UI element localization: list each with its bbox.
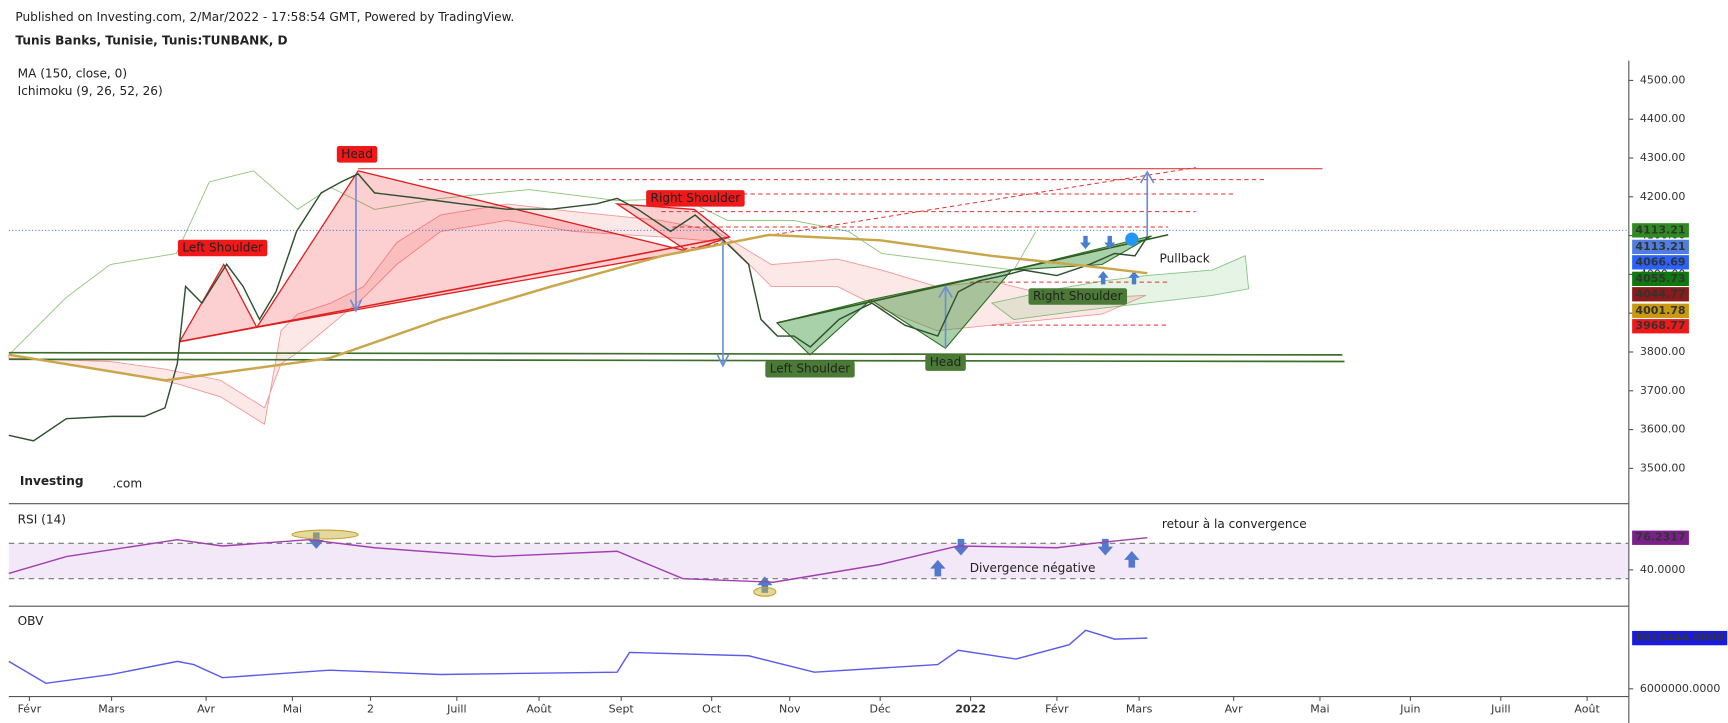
- x-tick-label: Avr: [1225, 703, 1243, 716]
- x-tick-label: Mars: [1126, 703, 1153, 716]
- ichimoku-cloud: [8, 203, 1147, 426]
- inv-neckline: [776, 234, 1169, 324]
- x-tick-label: Févr: [18, 703, 42, 716]
- published: Published on Investing.com, 2/Mar/2022 -…: [15, 10, 514, 24]
- price-tag: [1632, 255, 1689, 270]
- p-marker: [1125, 232, 1139, 246]
- neckline: [179, 236, 730, 343]
- x-tick-label: 2022: [955, 703, 986, 716]
- x-tick-label: Avr: [197, 703, 215, 716]
- price-tag: [1632, 239, 1689, 255]
- pane-title: RSI (14): [18, 513, 66, 527]
- price-tag-label: 76.2317: [1635, 531, 1685, 544]
- price-tag-label: 4001.78: [1635, 304, 1685, 317]
- price-tag: [1632, 630, 1728, 646]
- annotation-box: [925, 354, 966, 371]
- x-tick-label: Nov: [779, 703, 801, 716]
- annotation: Divergence négative: [970, 561, 1096, 575]
- x-tick-label: Oct: [702, 703, 722, 716]
- logo: Investing: [20, 474, 84, 488]
- annotation-box: [765, 360, 855, 378]
- y-tick-label: 4400.00: [1640, 112, 1686, 125]
- x-tick-label: Août: [1574, 703, 1600, 716]
- price-tag: [1632, 287, 1689, 302]
- annotation: Head: [341, 147, 373, 161]
- series-line: [8, 537, 1148, 583]
- y-tick-label: 4200.00: [1640, 190, 1686, 203]
- price-tag-label: 8010444.0000: [1635, 631, 1724, 644]
- series-line: [8, 173, 1148, 442]
- price-tag-label: 4113.21: [1635, 240, 1685, 253]
- annotation: Head: [930, 355, 962, 369]
- annotation: Right Shoulder: [651, 191, 741, 205]
- x-tick-label: Déc: [870, 703, 891, 716]
- y-tick-label: 4300.00: [1640, 151, 1686, 164]
- annotation: Left Shoulder: [770, 362, 851, 376]
- y-tick-label: 6000000.0000: [1640, 682, 1721, 695]
- logo-suffix: .com: [112, 476, 142, 490]
- x-tick-label: 2: [367, 703, 374, 716]
- price-tag-label: 3968.77: [1635, 319, 1685, 332]
- x-tick-label: Août: [526, 703, 552, 716]
- annotation: Pullback: [1160, 252, 1210, 266]
- y-tick-label: 40.0000: [1640, 563, 1686, 576]
- y-tick-label: 3800.00: [1640, 345, 1686, 358]
- price-tag-label: 4113.21: [1635, 223, 1685, 236]
- x-tick-label: Mars: [98, 703, 125, 716]
- rsi-band: [8, 543, 1629, 579]
- series-line: [8, 629, 1148, 685]
- x-tick-label: Févr: [1045, 703, 1069, 716]
- annotation-box: [177, 239, 268, 257]
- price-tag-label: 4055.73: [1635, 272, 1685, 285]
- annotation: retour à la convergence: [1162, 517, 1307, 531]
- annotation-box: [1028, 288, 1128, 305]
- x-tick-label: Juin: [1399, 703, 1420, 716]
- pane-title: OBV: [18, 614, 44, 628]
- price-tag: [1632, 223, 1689, 238]
- symbol: Tunis Banks, Tunisie, Tunis:TUNBANK, D: [15, 33, 287, 47]
- price-tag-label: 4044.77: [1635, 287, 1685, 300]
- y-tick-label: 3700.00: [1640, 384, 1686, 397]
- legend-entry: Ichimoku (9, 26, 52, 26): [18, 84, 163, 98]
- support-line-2: [8, 358, 1345, 363]
- annotation: Left Shoulder: [182, 240, 263, 254]
- x-tick-label: Juill: [1490, 703, 1510, 716]
- legend-entry: MA (150, close, 0): [18, 66, 127, 80]
- price-tag: [1632, 303, 1689, 318]
- x-tick-label: Mai: [1310, 703, 1329, 716]
- target-arrows: [349, 170, 1155, 368]
- series-line: [8, 233, 1148, 382]
- annotation-box: [336, 146, 378, 163]
- rsi-highlight: [291, 529, 359, 540]
- annotation-box: [646, 190, 745, 207]
- rsi-highlight: [753, 586, 777, 597]
- y-tick-label: 3500.00: [1640, 461, 1686, 474]
- inv-head: [869, 269, 1014, 350]
- price-tag: [1632, 530, 1689, 545]
- support-line: [8, 351, 1343, 356]
- x-tick-label: Juill: [446, 703, 466, 716]
- x-tick-label: Mai: [283, 703, 302, 716]
- annotation: Right Shoulder: [1033, 289, 1123, 303]
- y-tick-label: 4500.00: [1640, 73, 1686, 86]
- price-tag: [1632, 319, 1689, 334]
- y-tick-label: 3600.00: [1640, 423, 1686, 436]
- price-tag: [1632, 271, 1689, 287]
- price-tag-label: 4066.69: [1635, 255, 1685, 268]
- x-tick-label: Sept: [609, 703, 635, 716]
- head-shape: [255, 170, 688, 329]
